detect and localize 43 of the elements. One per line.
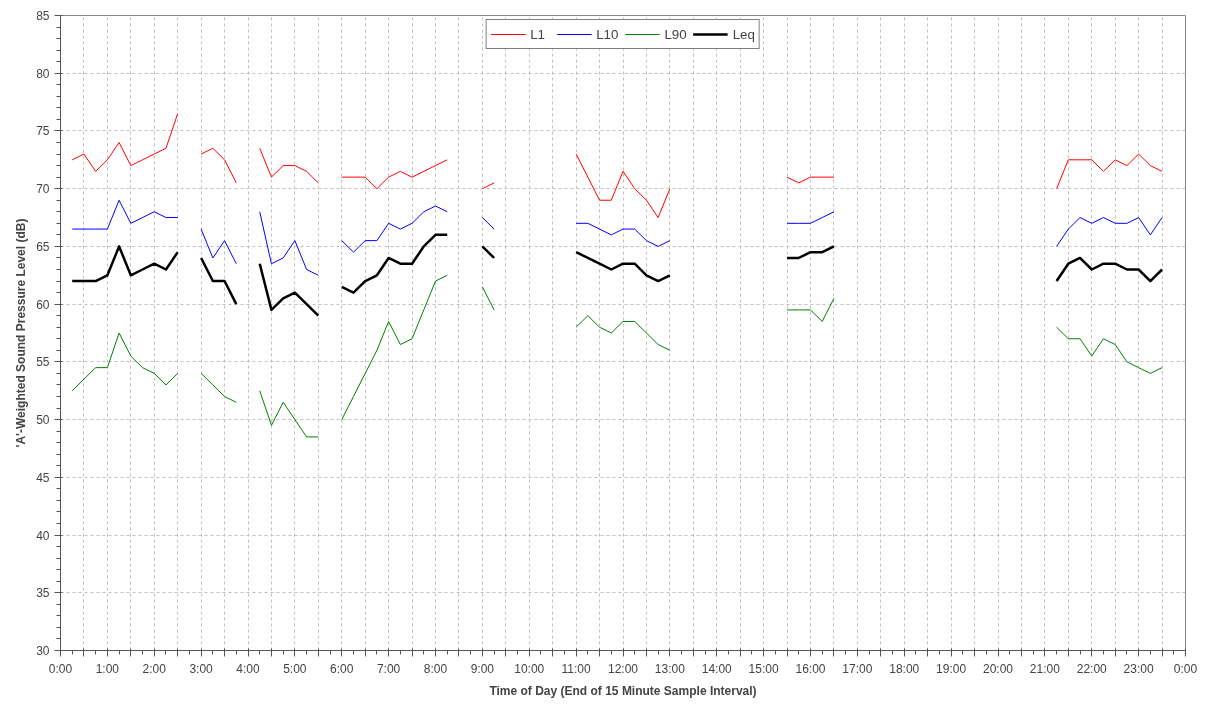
x-tick-label: 5:00 xyxy=(283,661,307,676)
x-tick-label: 23:00 xyxy=(1123,661,1154,676)
y-tick-label: 30 xyxy=(36,644,50,658)
y-tick-label: 75 xyxy=(36,124,50,139)
y-tick-label: 85 xyxy=(36,9,50,23)
y-tick-label: 70 xyxy=(36,182,50,197)
x-tick-label: 0:00 xyxy=(1173,661,1198,676)
x-tick-label: 8:00 xyxy=(423,661,448,676)
x-tick-label: 1:00 xyxy=(95,661,120,676)
legend-label: Leq xyxy=(732,26,755,42)
x-tick-label: 10:00 xyxy=(514,661,545,676)
x-tick-label: 3:00 xyxy=(189,661,214,676)
x-tick-label: 6:00 xyxy=(330,661,354,676)
x-tick-label: 13:00 xyxy=(654,661,686,676)
x-tick-label: 7:00 xyxy=(376,661,401,676)
x-tick-label: 2:00 xyxy=(142,661,167,676)
y-tick-label: 60 xyxy=(36,297,50,312)
x-tick-label: 0:00 xyxy=(48,661,73,676)
legend-label: L10 xyxy=(596,26,619,42)
y-tick-label: 80 xyxy=(36,66,50,81)
y-tick-label: 65 xyxy=(36,239,50,254)
legend-label: L1 xyxy=(530,26,546,42)
x-tick-label: 21:00 xyxy=(1029,661,1061,676)
y-tick-label: 55 xyxy=(36,355,50,370)
y-tick-label: 35 xyxy=(36,586,50,601)
x-tick-label: 15:00 xyxy=(748,661,779,676)
x-tick-label: 12:00 xyxy=(607,661,639,676)
x-tick-label: 17:00 xyxy=(842,661,873,676)
x-tick-label: 20:00 xyxy=(982,661,1014,676)
y-axis-title: 'A'-Weighted Sound Pressure Level (dB) xyxy=(14,218,29,448)
x-tick-label: 14:00 xyxy=(701,661,733,676)
y-tick-label: 40 xyxy=(36,528,50,543)
x-tick-label: 19:00 xyxy=(936,661,967,676)
legend-label: L90 xyxy=(664,26,687,42)
x-tick-label: 16:00 xyxy=(795,661,826,676)
x-tick-label: 9:00 xyxy=(470,661,495,676)
x-tick-label: 11:00 xyxy=(561,661,592,676)
y-tick-label: 45 xyxy=(36,470,50,485)
x-tick-label: 22:00 xyxy=(1076,661,1108,676)
x-tick-label: 18:00 xyxy=(889,661,920,676)
x-tick-label: 4:00 xyxy=(236,661,260,676)
y-tick-label: 50 xyxy=(36,413,50,428)
x-axis-title: Time of Day (End of 15 Minute Sample Interval) xyxy=(489,683,757,698)
